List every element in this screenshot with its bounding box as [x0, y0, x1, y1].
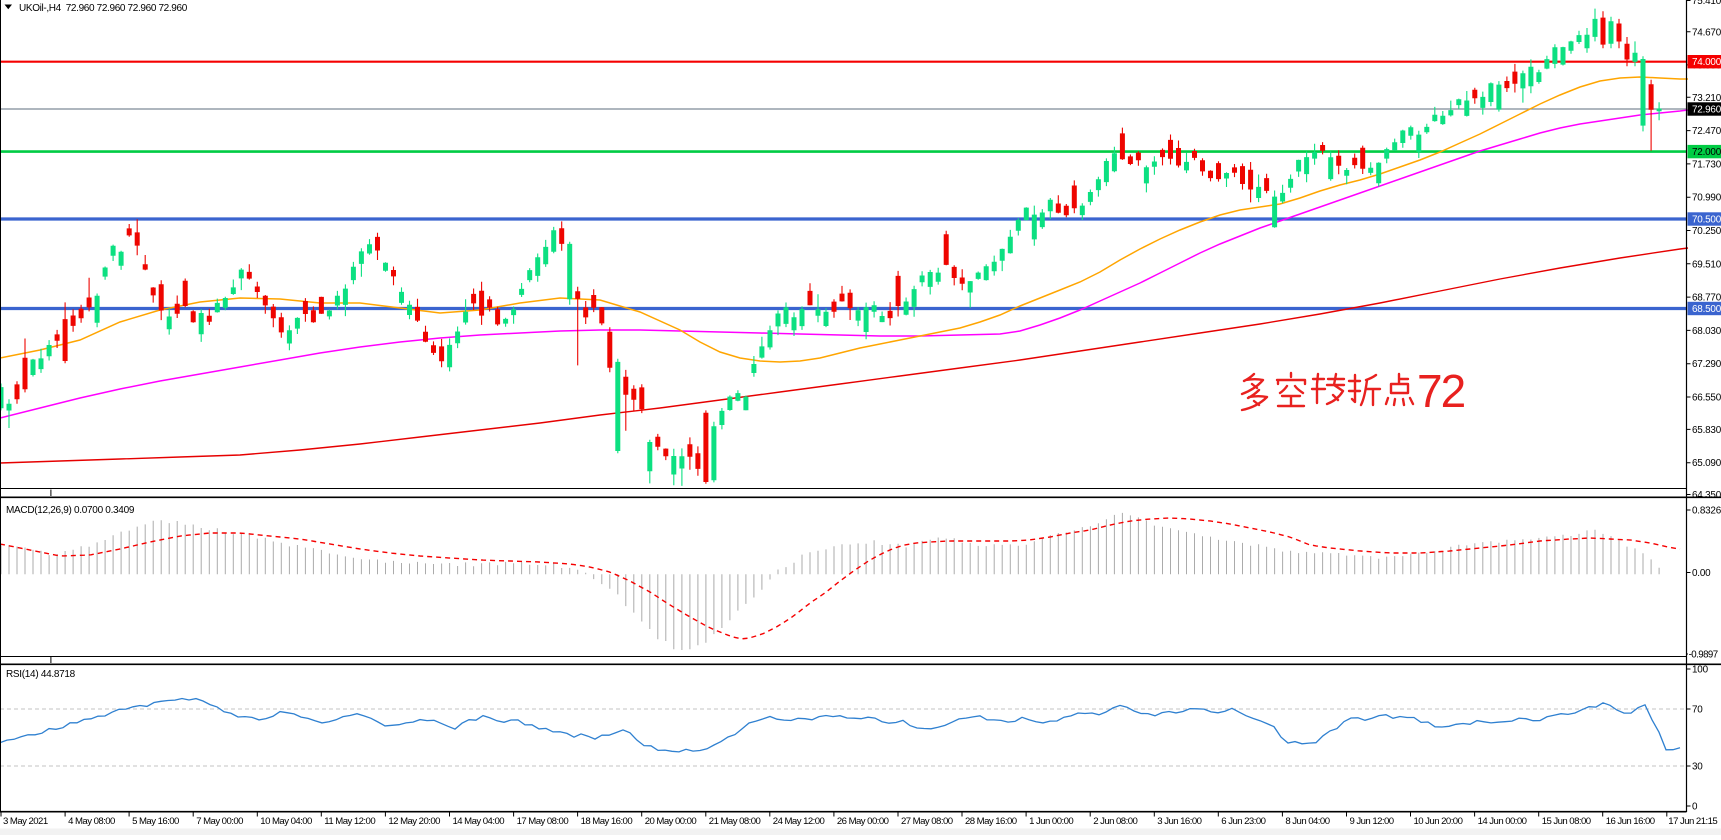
svg-text:100: 100 [1692, 665, 1709, 676]
svg-text:17 May 08:00: 17 May 08:00 [517, 816, 569, 827]
svg-text:67.290: 67.290 [1692, 359, 1721, 370]
svg-text:UKOil-,H4 72.960 72.960 72.96: UKOil-,H4 72.960 72.960 72.960 72.960 [19, 3, 188, 14]
svg-text:74.670: 74.670 [1692, 27, 1721, 38]
svg-text:72: 72 [1417, 365, 1465, 417]
svg-text:MACD(12,26,9) 0.0700 0.3409: MACD(12,26,9) 0.0700 0.3409 [6, 505, 135, 516]
svg-text:18 May 16:00: 18 May 16:00 [581, 816, 633, 827]
svg-text:14 Jun 00:00: 14 Jun 00:00 [1478, 816, 1527, 827]
svg-text:68.030: 68.030 [1692, 326, 1721, 337]
svg-text:70.500: 70.500 [1692, 215, 1721, 226]
svg-text:0: 0 [1692, 802, 1698, 813]
svg-text:15 Jun 08:00: 15 Jun 08:00 [1542, 816, 1591, 827]
svg-text:70.990: 70.990 [1692, 193, 1721, 204]
svg-text:27 May 08:00: 27 May 08:00 [901, 816, 953, 827]
svg-text:66.550: 66.550 [1692, 393, 1721, 404]
svg-text:10 May 04:00: 10 May 04:00 [260, 816, 312, 827]
svg-text:21 May 08:00: 21 May 08:00 [709, 816, 761, 827]
svg-text:74.000: 74.000 [1692, 57, 1721, 68]
svg-text:4 May 08:00: 4 May 08:00 [68, 816, 115, 827]
svg-text:65.090: 65.090 [1692, 458, 1721, 469]
svg-text:9 Jun 12:00: 9 Jun 12:00 [1350, 816, 1394, 827]
svg-text:5 May 16:00: 5 May 16:00 [132, 816, 179, 827]
svg-text:14 May 04:00: 14 May 04:00 [453, 816, 505, 827]
svg-text:68.500: 68.500 [1692, 304, 1721, 315]
svg-text:-0.9897: -0.9897 [1689, 650, 1718, 661]
svg-text:20 May 00:00: 20 May 00:00 [645, 816, 697, 827]
svg-text:73.210: 73.210 [1692, 93, 1721, 104]
svg-text:12 May 20:00: 12 May 20:00 [388, 816, 440, 827]
svg-text:72.960: 72.960 [1692, 105, 1721, 116]
svg-text:72.000: 72.000 [1692, 147, 1721, 158]
svg-text:69.510: 69.510 [1692, 259, 1721, 270]
svg-text:10 Jun 20:00: 10 Jun 20:00 [1414, 816, 1463, 827]
svg-text:0.8326: 0.8326 [1692, 506, 1721, 517]
svg-text:65.830: 65.830 [1692, 425, 1721, 436]
svg-text:70.250: 70.250 [1692, 226, 1721, 237]
svg-text:75.410: 75.410 [1692, 0, 1721, 7]
svg-text:16 Jun 16:00: 16 Jun 16:00 [1606, 816, 1655, 827]
svg-text:3 Jun 16:00: 3 Jun 16:00 [1157, 816, 1201, 827]
svg-text:30: 30 [1692, 762, 1703, 773]
svg-text:70: 70 [1692, 705, 1703, 716]
svg-text:28 May 16:00: 28 May 16:00 [965, 816, 1017, 827]
svg-text:72.470: 72.470 [1692, 126, 1721, 137]
svg-text:3 May 2021: 3 May 2021 [3, 816, 48, 827]
svg-text:11 May 12:00: 11 May 12:00 [324, 816, 375, 827]
svg-text:17 Jun 21:15: 17 Jun 21:15 [1668, 816, 1717, 827]
svg-text:7 May 00:00: 7 May 00:00 [196, 816, 243, 827]
svg-text:1 Jun 00:00: 1 Jun 00:00 [1029, 816, 1073, 827]
svg-text:64.350: 64.350 [1692, 490, 1721, 501]
svg-text:RSI(14) 44.8718: RSI(14) 44.8718 [6, 669, 76, 680]
svg-text:24 May 12:00: 24 May 12:00 [773, 816, 825, 827]
svg-text:6 Jun 23:00: 6 Jun 23:00 [1221, 816, 1265, 827]
svg-text:8 Jun 04:00: 8 Jun 04:00 [1285, 816, 1329, 827]
svg-text:2 Jun 08:00: 2 Jun 08:00 [1093, 816, 1137, 827]
svg-text:0.00: 0.00 [1692, 568, 1711, 579]
svg-text:71.730: 71.730 [1692, 159, 1721, 170]
svg-text:26 May 00:00: 26 May 00:00 [837, 816, 889, 827]
